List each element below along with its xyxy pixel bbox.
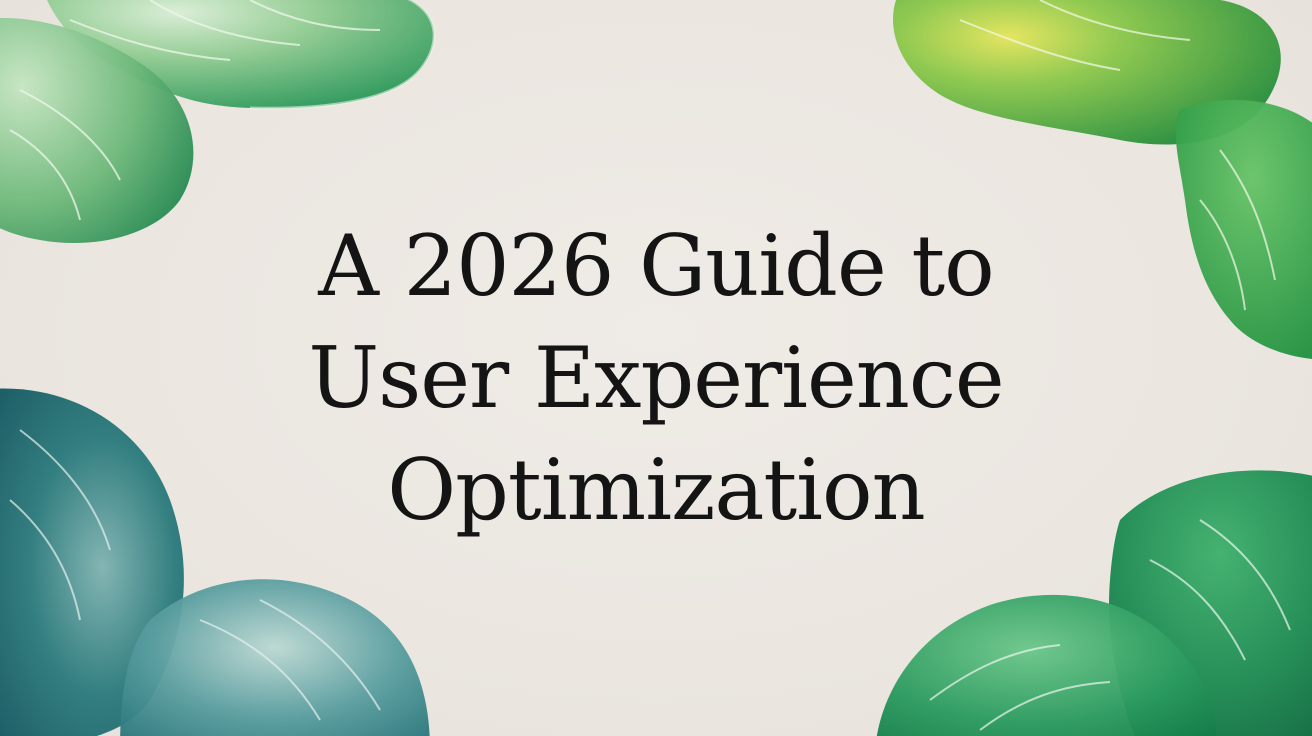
bottom-right-leaf-icon bbox=[876, 470, 1312, 736]
bottom-left-leaf-icon bbox=[0, 388, 430, 736]
title-line-1: A 2026 Guide to bbox=[318, 217, 994, 315]
title-line-2: User Experience bbox=[308, 329, 1004, 427]
cover-title: A 2026 Guide to User Experience Optimiza… bbox=[206, 210, 1106, 546]
top-left-leaf-icon bbox=[0, 0, 436, 243]
title-line-3: Optimization bbox=[387, 441, 925, 539]
top-right-leaf-icon bbox=[893, 0, 1312, 359]
